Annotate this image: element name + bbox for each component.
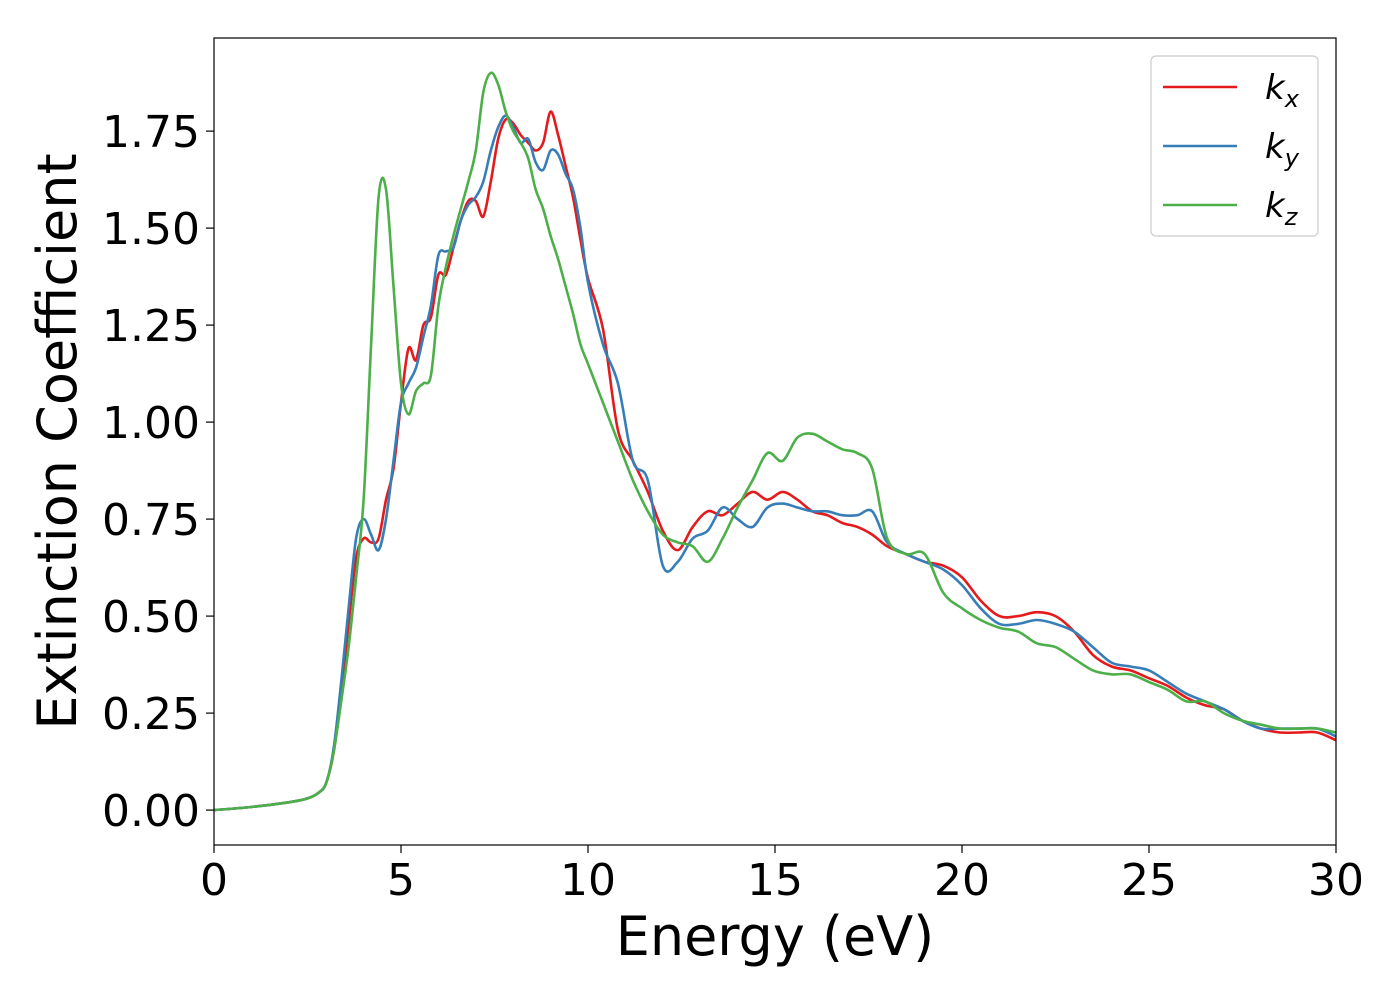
- x-tick-label: 20: [934, 855, 990, 906]
- x-axis-title: Energy (eV): [616, 905, 935, 968]
- y-tick-label: 0.25: [102, 689, 200, 740]
- y-tick-label: 0.75: [102, 495, 200, 546]
- x-tick-label: 10: [560, 855, 616, 906]
- y-tick-label: 1.50: [102, 204, 200, 255]
- y-tick-label: 1.75: [102, 107, 200, 158]
- y-axis: 0.00 0.25 0.50 0.75 1.00 1.25 1.50 1.75: [102, 107, 214, 837]
- legend-entry-kz: kz: [1265, 186, 1299, 231]
- legend: kx ky kz: [1150, 55, 1319, 237]
- y-tick-label: 1.25: [102, 301, 200, 352]
- y-tick-label: 1.00: [102, 398, 200, 449]
- y-tick-label: 0.50: [102, 592, 200, 643]
- y-axis-title: Extinction Coefficient: [26, 153, 89, 729]
- series-line-kz: [214, 71, 1336, 812]
- x-tick-label: 25: [1121, 855, 1177, 906]
- y-tick-label: 0.00: [102, 786, 200, 837]
- x-axis: 0 5 10 15 20 25 30: [200, 845, 1364, 906]
- x-tick-label: 15: [747, 855, 803, 906]
- legend-entry-kx: kx: [1265, 68, 1300, 113]
- x-tick-label: 30: [1308, 855, 1364, 906]
- legend-entry-ky: ky: [1265, 127, 1300, 172]
- x-tick-label: 5: [387, 855, 415, 906]
- series-layer: [214, 71, 1336, 812]
- x-tick-label: 0: [200, 855, 228, 906]
- series-line-ky: [214, 114, 1336, 812]
